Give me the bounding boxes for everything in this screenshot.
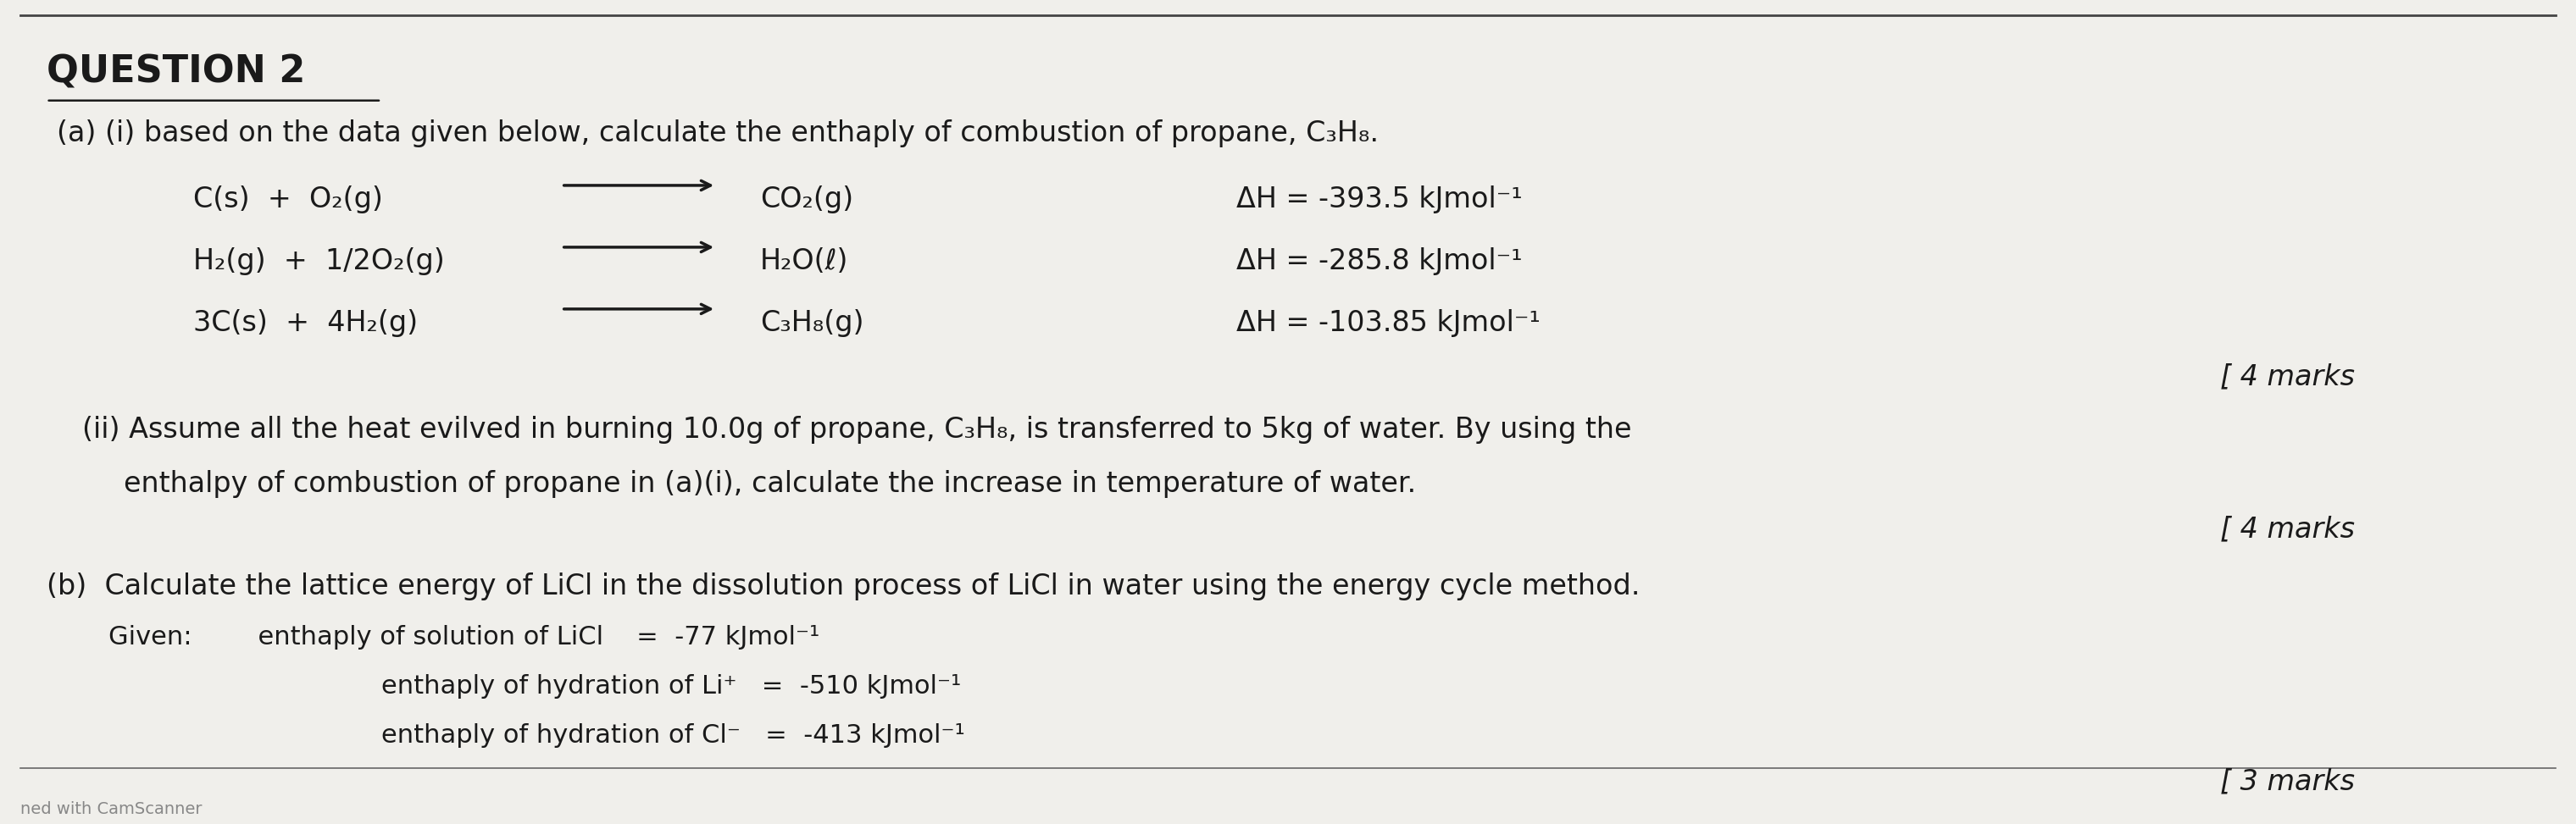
- Text: enthaply of hydration of Li⁺   =  -510 kJmol⁻¹: enthaply of hydration of Li⁺ = -510 kJmo…: [381, 674, 961, 699]
- Text: ΔH = -285.8 kJmol⁻¹: ΔH = -285.8 kJmol⁻¹: [1236, 247, 1522, 275]
- Text: enthalpy of combustion of propane in (a)(i), calculate the increase in temperatu: enthalpy of combustion of propane in (a)…: [124, 470, 1417, 498]
- Text: 3C(s)  +  4H₂(g): 3C(s) + 4H₂(g): [193, 309, 417, 337]
- Text: QUESTION 2: QUESTION 2: [46, 54, 304, 90]
- Text: C₃H₈(g): C₃H₈(g): [760, 309, 863, 337]
- Text: C(s)  +  O₂(g): C(s) + O₂(g): [193, 185, 384, 213]
- Text: enthaply of hydration of Cl⁻   =  -413 kJmol⁻¹: enthaply of hydration of Cl⁻ = -413 kJmo…: [381, 723, 966, 748]
- Text: ΔH = -393.5 kJmol⁻¹: ΔH = -393.5 kJmol⁻¹: [1236, 185, 1522, 213]
- Text: [ 3 marks: [ 3 marks: [2221, 768, 2354, 796]
- Text: [ 4 marks: [ 4 marks: [2221, 363, 2354, 391]
- Text: (ii) Assume all the heat evilved in burning 10.0g of propane, C₃H₈, is transferr: (ii) Assume all the heat evilved in burn…: [82, 416, 1631, 444]
- Text: (b)  Calculate the lattice energy of LiCl in the dissolution process of LiCl in : (b) Calculate the lattice energy of LiCl…: [46, 573, 1641, 601]
- Text: H₂(g)  +  1/2O₂(g): H₂(g) + 1/2O₂(g): [193, 247, 446, 275]
- Text: CO₂(g): CO₂(g): [760, 185, 853, 213]
- Text: [ 4 marks: [ 4 marks: [2221, 515, 2354, 543]
- Text: Given:        enthaply of solution of LiCl    =  -77 kJmol⁻¹: Given: enthaply of solution of LiCl = -7…: [108, 625, 819, 649]
- Text: (a) (i) based on the data given below, calculate the enthaply of combustion of p: (a) (i) based on the data given below, c…: [57, 119, 1378, 147]
- Text: ned with CamScanner: ned with CamScanner: [21, 801, 204, 817]
- Text: H₂O(ℓ): H₂O(ℓ): [760, 247, 848, 275]
- Text: ΔH = -103.85 kJmol⁻¹: ΔH = -103.85 kJmol⁻¹: [1236, 309, 1540, 337]
